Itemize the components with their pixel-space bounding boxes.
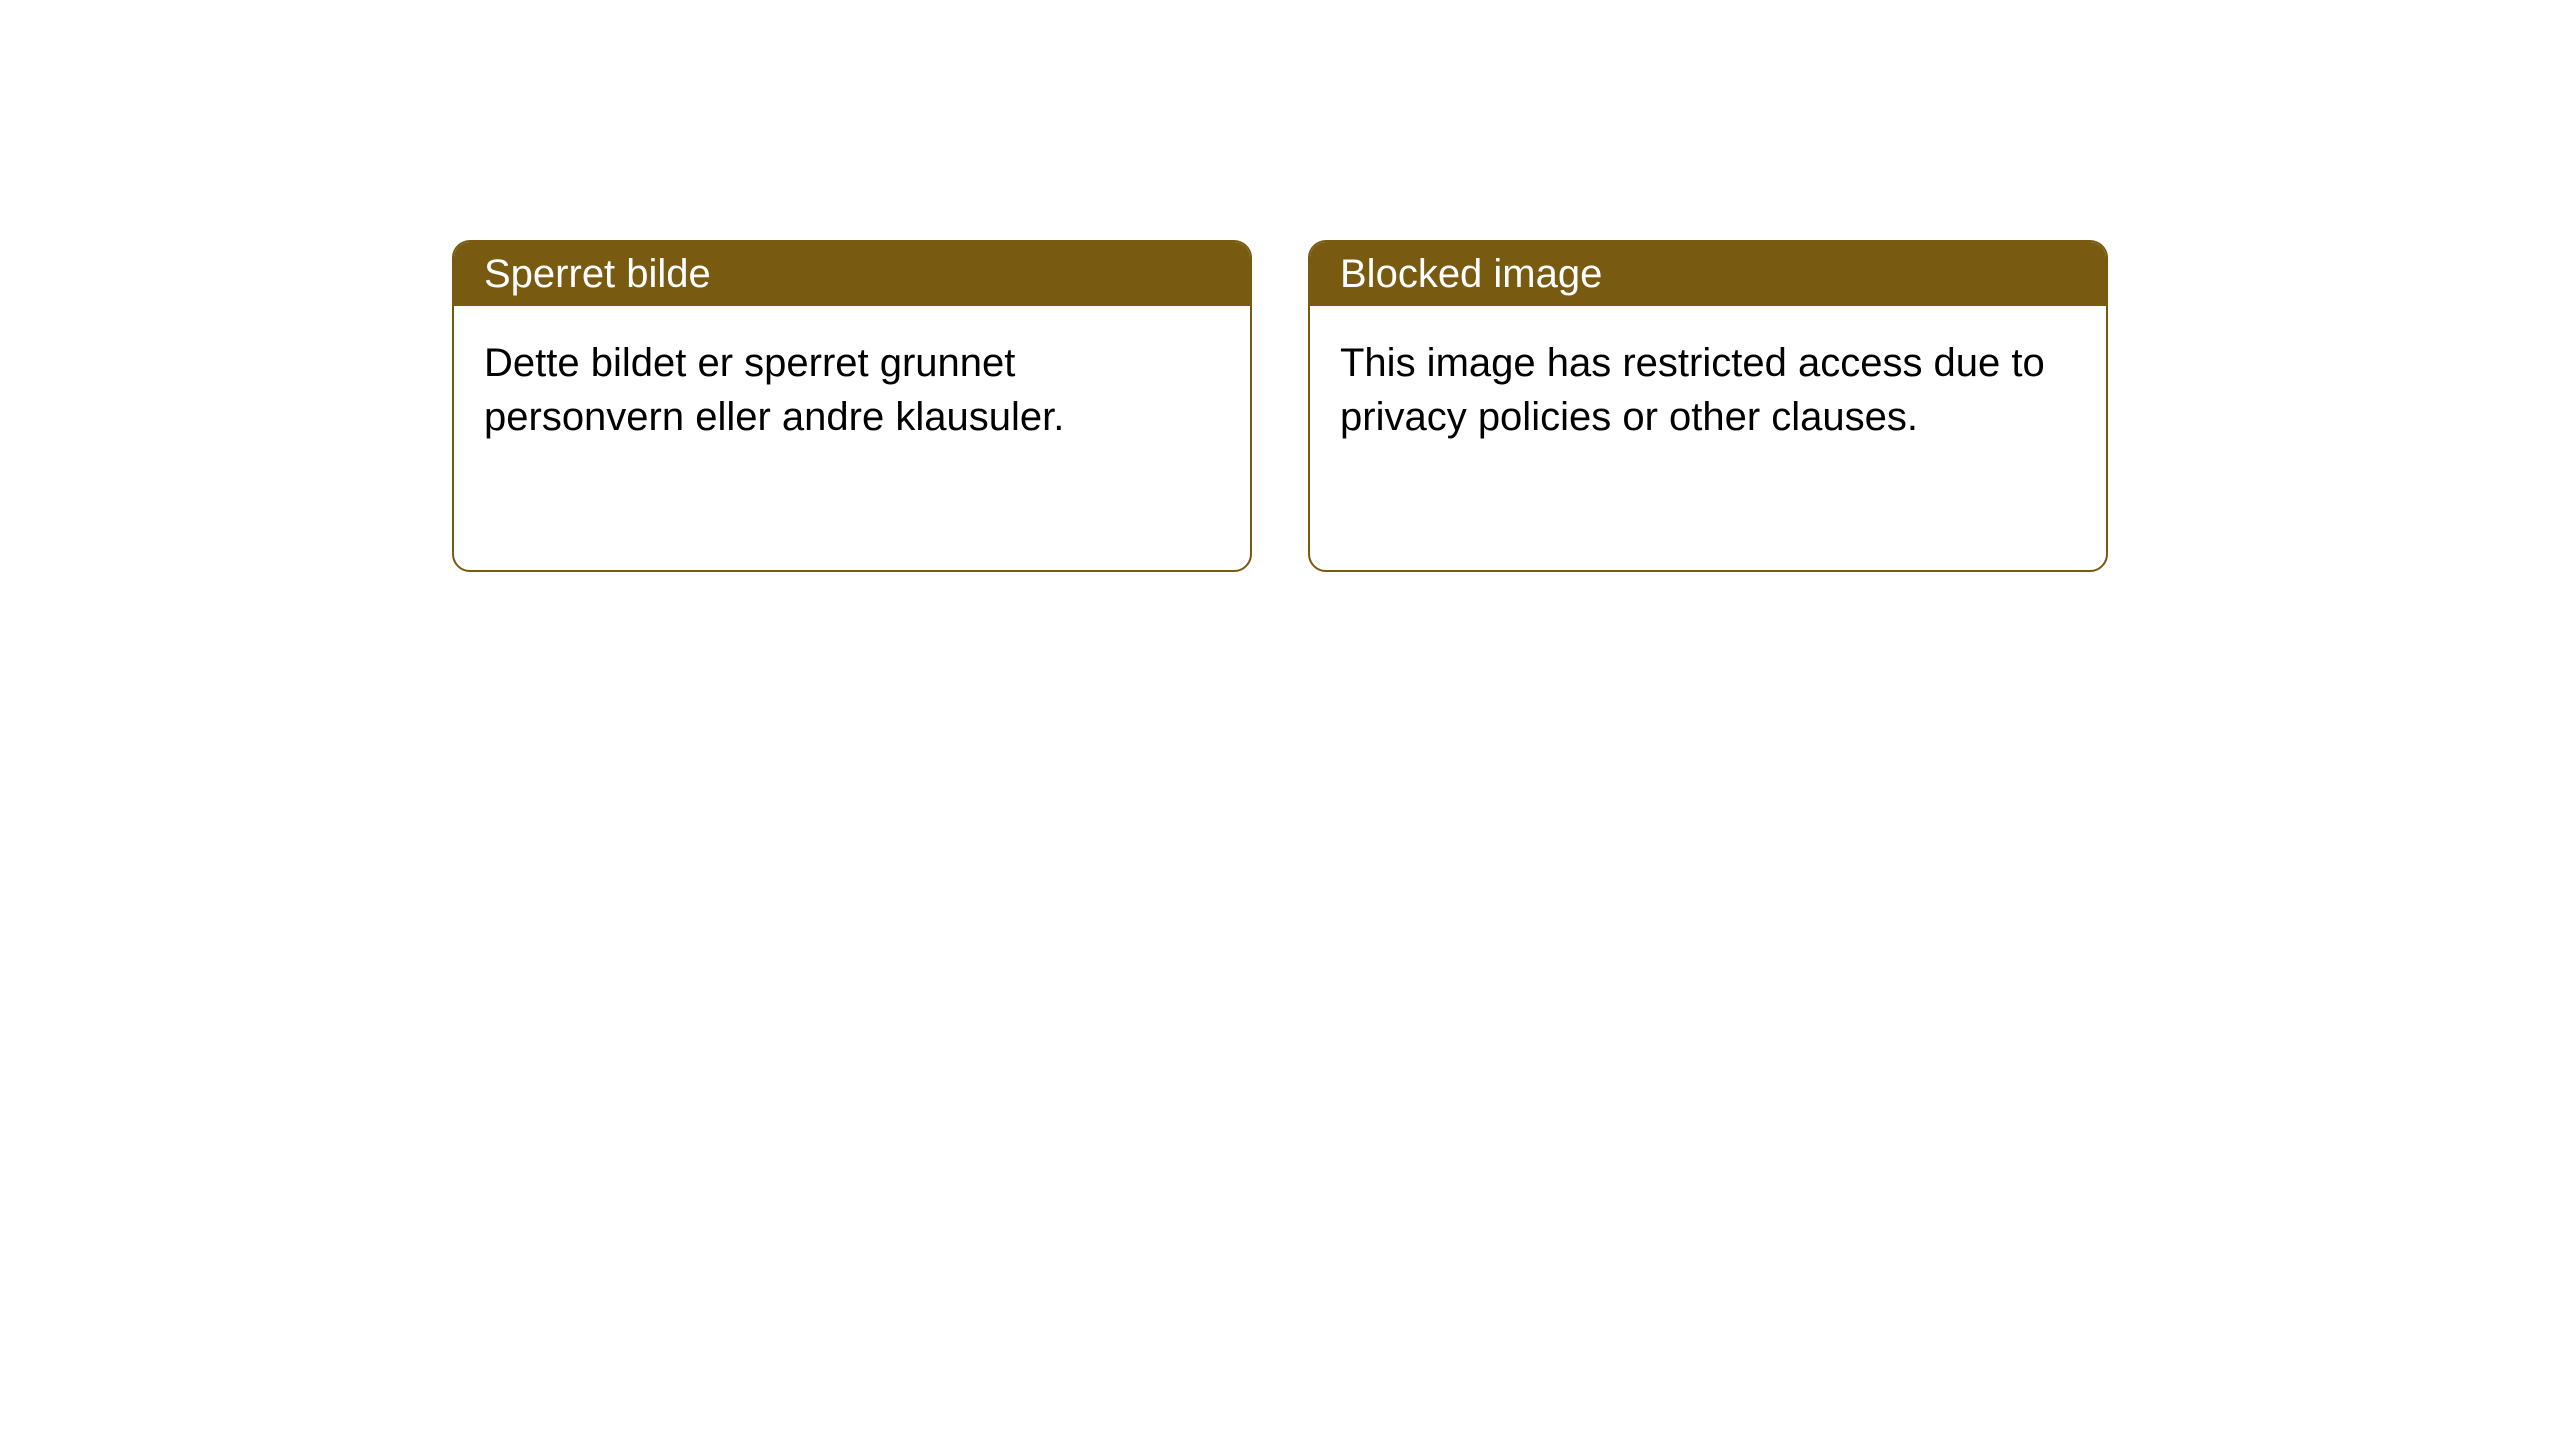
notice-card-title: Blocked image: [1310, 242, 2106, 306]
notice-cards-container: Sperret bilde Dette bildet er sperret gr…: [452, 240, 2108, 572]
notice-card-english: Blocked image This image has restricted …: [1308, 240, 2108, 572]
notice-card-title: Sperret bilde: [454, 242, 1250, 306]
notice-card-body: This image has restricted access due to …: [1310, 306, 2106, 474]
notice-card-norwegian: Sperret bilde Dette bildet er sperret gr…: [452, 240, 1252, 572]
notice-card-body: Dette bildet er sperret grunnet personve…: [454, 306, 1250, 474]
